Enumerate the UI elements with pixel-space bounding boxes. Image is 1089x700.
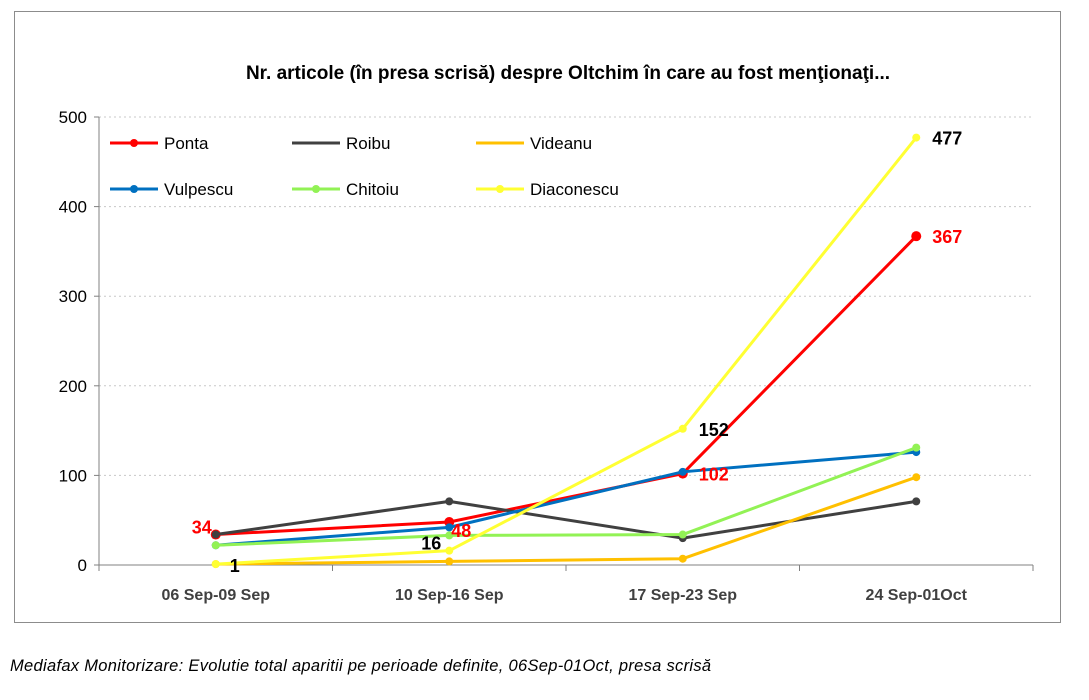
data-point	[678, 467, 687, 476]
data-point	[912, 443, 921, 452]
data-labels: 34 1 16 48 152 102 477 367	[192, 129, 963, 576]
y-tick-label: 400	[59, 198, 87, 217]
x-tick-label: 17 Sep-23 Sep	[629, 587, 738, 604]
data-point	[445, 531, 454, 540]
legend-item: Roibu	[292, 134, 390, 153]
gridlines	[99, 116, 1033, 476]
legend-item: Ponta	[110, 134, 209, 153]
y-tick-label: 200	[59, 377, 87, 396]
data-point	[678, 530, 687, 539]
series-line	[215, 475, 917, 566]
data-label: 477	[932, 129, 962, 149]
data-point	[445, 546, 454, 555]
series-roibu	[211, 497, 921, 543]
series-diaconescu	[211, 133, 921, 569]
x-tick-label: 06 Sep-09 Sep	[162, 587, 271, 604]
legend-label: Ponta	[164, 134, 209, 153]
legend-marker	[130, 185, 138, 193]
x-tick-label: 10 Sep-16 Sep	[395, 587, 504, 604]
y-tick-label: 0	[78, 556, 87, 575]
data-label: 48	[451, 521, 471, 541]
y-tick-label: 100	[59, 466, 87, 485]
y-tick-label: 300	[59, 287, 87, 306]
legend-label: Roibu	[346, 134, 390, 153]
series-line	[215, 235, 918, 537]
data-label: 367	[932, 227, 962, 247]
data-label: 1	[230, 556, 240, 576]
legend-label: Vulpescu	[164, 180, 233, 199]
legend-marker	[312, 185, 320, 193]
data-label: 152	[699, 420, 729, 440]
legend-item: Diaconescu	[476, 180, 619, 199]
legend-label: Chitoiu	[346, 180, 399, 199]
legend-item: Videanu	[476, 134, 592, 153]
chart-title: Nr. articole (în presa scrisă) despre Ol…	[246, 63, 890, 84]
legend-item: Vulpescu	[110, 180, 233, 199]
data-point	[911, 231, 922, 242]
data-label: 16	[421, 534, 441, 554]
legend-marker	[130, 139, 138, 147]
legend-marker	[496, 185, 504, 193]
series-line	[215, 446, 917, 547]
data-point	[445, 497, 454, 506]
data-point	[211, 560, 220, 569]
chart-frame: Nr. articole (în presa scrisă) despre Ol…	[14, 11, 1061, 623]
series-line	[215, 499, 917, 540]
series-line	[215, 450, 917, 547]
data-label: 102	[699, 465, 729, 485]
series-chitoiu	[211, 443, 921, 550]
data-point	[211, 530, 220, 539]
data-point	[445, 523, 454, 532]
legend-label: Diaconescu	[530, 180, 619, 199]
data-point	[912, 497, 921, 506]
axes: 0 100 200 300 400 500 06 Sep-09 Sep 10 Sep-16 S…	[59, 108, 1034, 604]
series-line	[215, 136, 918, 566]
legend: Ponta Roibu Videanu Vulpescu Chitoiu Diacones…	[110, 134, 619, 199]
x-tick-label: 24 Sep-01Oct	[866, 587, 968, 604]
data-point	[678, 424, 687, 433]
y-tick-label: 500	[59, 108, 87, 127]
legend-item: Chitoiu	[292, 180, 399, 199]
data-point	[445, 557, 454, 566]
line-chart: Nr. articole (în presa scrisă) despre Ol…	[59, 63, 1034, 604]
data-label: 34	[192, 518, 212, 538]
data-point	[678, 554, 687, 563]
source-caption: Mediafax Monitorizare: Evolutie total ap…	[10, 657, 712, 675]
series-lines	[210, 133, 922, 569]
data-point	[211, 541, 220, 550]
data-point	[912, 133, 921, 142]
legend-label: Videanu	[530, 134, 592, 153]
data-point	[912, 473, 921, 482]
